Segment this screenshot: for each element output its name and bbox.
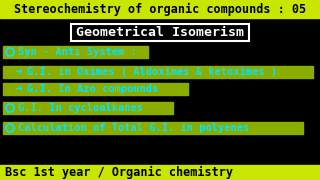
Text: G.I. In cycloalkanes: G.I. In cycloalkanes — [18, 103, 143, 113]
Bar — [3, 122, 303, 134]
Bar — [0, 0, 320, 18]
Text: Calculation of Total G.I. in polyenes: Calculation of Total G.I. in polyenes — [18, 123, 249, 133]
Text: G.I. in Oximes ( Aldoximes & ketoximes ): G.I. in Oximes ( Aldoximes & ketoximes ) — [27, 67, 277, 77]
Bar — [71, 24, 249, 40]
Text: Stereochemistry of organic compounds : 05: Stereochemistry of organic compounds : 0… — [14, 3, 306, 15]
Bar — [3, 46, 148, 57]
Bar — [3, 82, 188, 94]
Bar — [0, 165, 320, 180]
Text: G.I. In Azo compounds: G.I. In Azo compounds — [27, 84, 158, 94]
Bar — [3, 66, 313, 78]
Text: →: → — [15, 66, 22, 78]
Text: Geometrical Isomerism: Geometrical Isomerism — [76, 26, 244, 39]
Bar — [3, 102, 173, 114]
Text: Syn - Anti System :: Syn - Anti System : — [18, 47, 137, 57]
Text: →: → — [15, 82, 22, 96]
Text: Bsc 1st year / Organic chemistry: Bsc 1st year / Organic chemistry — [5, 166, 233, 179]
